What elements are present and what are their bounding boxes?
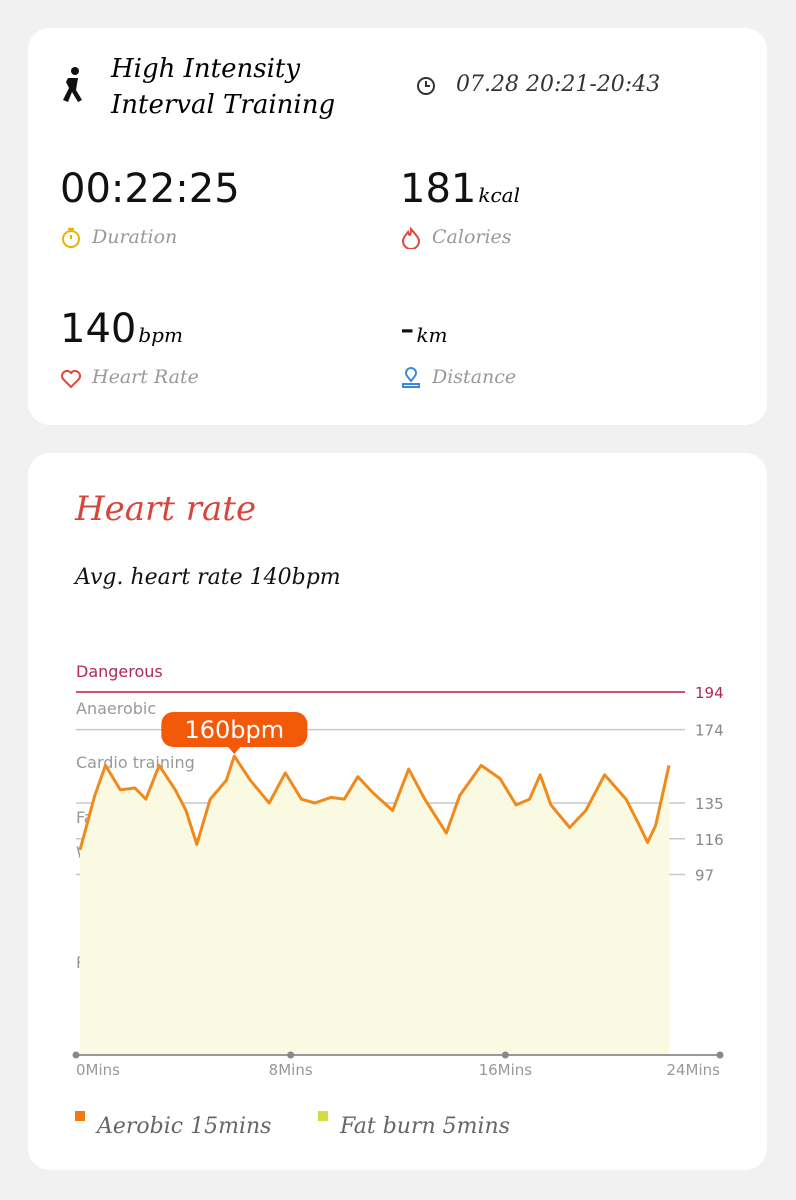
heart-rate-area [80,756,670,1055]
x-tick-dot [287,1051,295,1059]
clock-icon [417,77,435,95]
duration-value: 00:22:25 [60,166,240,212]
y-tick-label: 97 [695,867,714,885]
zone-label: Dangerous [76,662,163,681]
y-tick-label: 174 [695,722,724,740]
heart-rate-value: 140 [60,306,137,352]
x-tick-label: 24Mins [666,1061,720,1079]
distance-unit: km [416,323,448,347]
distance-stat: - km [400,306,448,352]
x-tick-dot [501,1051,509,1059]
calories-unit: kcal [478,183,520,207]
summary-card: High Intensity Interval Training 07.28 2… [28,28,767,425]
distance-value: - [400,306,415,352]
run-icon [63,67,82,102]
chart-title: Heart rate [75,489,257,529]
peak-callout [161,711,308,747]
calories-label: Calories [432,226,512,248]
zone-label: Anaerobic [76,699,156,718]
x-tick-label: 0Mins [76,1061,120,1079]
zone-label: Cardio training [76,753,195,772]
timer-icon [62,228,80,248]
heart-icon [61,370,81,389]
time-range: 07.28 20:21-20:43 [456,72,661,97]
flame-icon [401,227,421,249]
workout-title: Interval Training [111,90,336,120]
distance-label: Distance [432,366,517,388]
legend-label: Fat burn 5mins [339,1114,510,1139]
calories-value: 181 [400,166,477,212]
heart-rate-label: Heart Rate [92,366,199,388]
calories-stat: 181 kcal [400,166,520,212]
y-tick-label: 135 [695,795,724,813]
heart-rate-chart: Dangerous Anaerobic Cardio training Fat bur… [72,662,724,1139]
x-tick-dot [716,1051,724,1059]
workout-title: High Intensity [111,54,301,84]
legend-swatch [75,1111,85,1121]
y-tick-label: 116 [695,831,724,849]
chart-subtitle: Avg. heart rate 140bpm [75,565,341,590]
peak-label: 160bpm [184,716,284,744]
x-tick-label: 16Mins [479,1061,533,1079]
peak-pointer [227,745,242,754]
legend-swatch [318,1111,328,1121]
heart-rate-line [78,754,671,851]
heart-rate-unit: bpm [138,323,183,347]
duration-label: Duration [92,226,178,248]
x-tick-dot [72,1051,80,1059]
legend-label: Aerobic 15mins [95,1114,271,1139]
heart-rate-stat: 140 bpm [60,306,183,352]
y-tick-label: 194 [695,684,724,702]
location-icon [402,367,420,388]
x-tick-label: 8Mins [269,1061,313,1079]
